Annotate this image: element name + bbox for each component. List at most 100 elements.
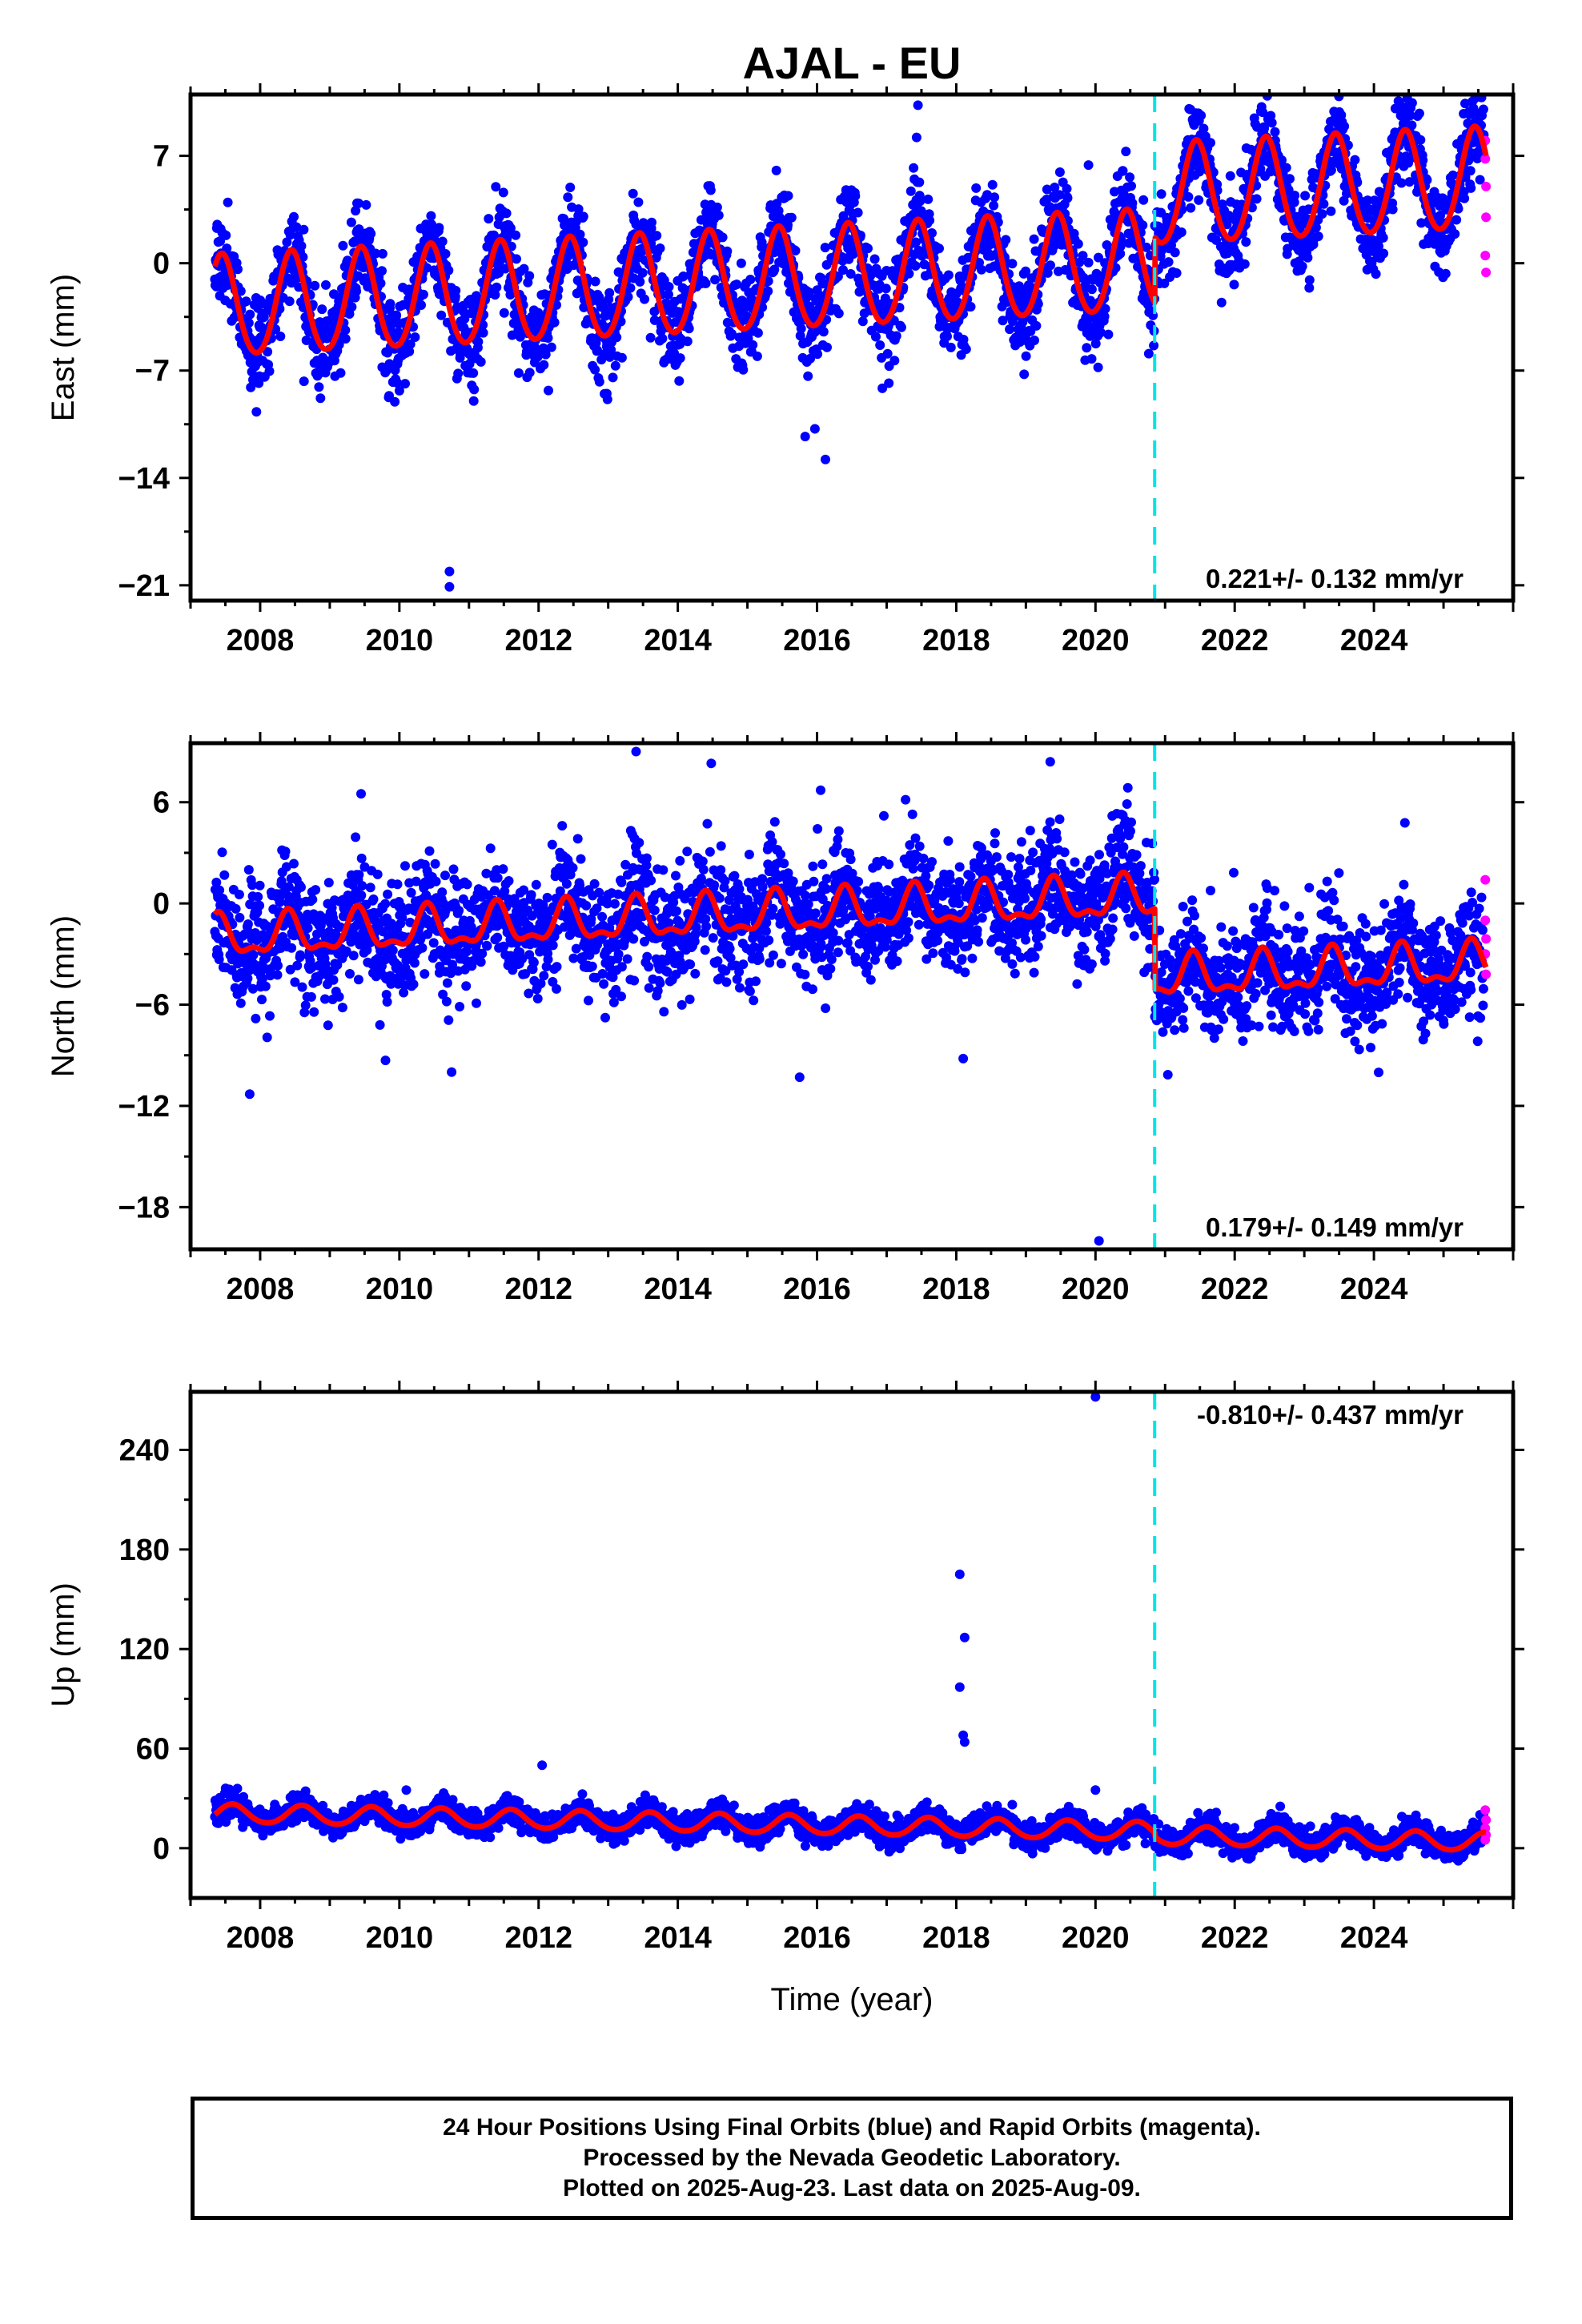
east-data-point (684, 324, 694, 334)
north-data-point (348, 951, 359, 961)
north-data-point (526, 890, 536, 900)
east-data-point (289, 211, 299, 222)
north-data-point (745, 986, 755, 996)
north-data-point (309, 1007, 319, 1017)
east-data-point (1379, 248, 1389, 259)
east-data-point (905, 186, 916, 196)
east-outlier-point (601, 388, 612, 399)
east-data-point (1270, 127, 1280, 137)
east-data-point (848, 249, 858, 259)
north-data-point (682, 846, 693, 857)
east-data-point (563, 192, 573, 203)
east-data-point (1082, 343, 1092, 353)
north-data-point (215, 885, 225, 895)
east-data-point (1115, 248, 1126, 259)
east-data-point (476, 356, 486, 367)
north-data-point (243, 973, 253, 983)
east-data-point (1078, 251, 1088, 261)
north-data-point (776, 959, 786, 969)
east-data-point (783, 220, 793, 230)
east-data-point (727, 328, 737, 339)
north-data-point (713, 956, 723, 967)
east-data-point (243, 318, 254, 328)
east-data-point (1311, 223, 1321, 233)
east-data-point (347, 302, 357, 312)
east-data-point (753, 328, 763, 338)
east-data-point (1396, 178, 1407, 188)
east-data-point (640, 294, 649, 304)
east-data-point (468, 396, 479, 406)
east-data-point (1042, 184, 1052, 195)
north-data-point (442, 978, 452, 988)
east-data-point (1086, 284, 1097, 295)
east-data-point (674, 376, 685, 386)
east-data-point (444, 265, 454, 275)
east-data-point (346, 217, 356, 227)
east-data-point (484, 214, 494, 224)
east-data-point (1352, 177, 1363, 187)
east-data-point (478, 328, 488, 338)
north-data-point (265, 1011, 275, 1021)
east-data-point (1186, 203, 1196, 213)
east-data-point (713, 210, 724, 220)
east-data-point (392, 378, 402, 388)
east-data-point (524, 368, 535, 378)
east-outlier-point (444, 581, 455, 592)
east-data-point (519, 263, 529, 274)
north-data-point (557, 821, 568, 831)
east-rapid-point (1480, 154, 1491, 164)
east-data-point (877, 383, 888, 393)
east-data-point (291, 222, 302, 232)
north-data-point (572, 834, 583, 844)
east-data-point (628, 188, 638, 199)
north-data-point (280, 846, 291, 857)
east-data-point (351, 286, 362, 296)
east-data-point (426, 211, 436, 221)
east-data-point (657, 333, 668, 344)
east-data-point (573, 204, 584, 215)
east-data-point (961, 344, 971, 354)
north-data-point (779, 858, 789, 869)
east-data-point (1289, 197, 1299, 207)
east-data-point (1103, 329, 1114, 340)
east-data-point (803, 371, 813, 381)
east-data-point (671, 317, 681, 328)
north-data-point (328, 975, 339, 985)
east-data-point (1042, 267, 1053, 278)
east-data-point (513, 368, 524, 378)
east-data-point (1216, 297, 1227, 308)
east-data-point (1183, 191, 1194, 202)
north-data-point (644, 962, 654, 972)
north-data-point (387, 945, 398, 955)
east-data-point (1100, 304, 1110, 314)
north-data-point (420, 969, 430, 979)
east-data-point (855, 278, 865, 288)
north-data-point (455, 1002, 465, 1011)
north-data-point (662, 967, 673, 977)
east-data-point (705, 185, 716, 195)
north-data-point (613, 949, 624, 959)
east-data-point (745, 275, 756, 284)
north-data-point (428, 938, 439, 948)
east-data-point (1339, 195, 1349, 206)
east-data-point (418, 289, 428, 300)
east-data-point (982, 190, 992, 200)
east-data-point (1054, 190, 1065, 200)
east-data-point (1285, 174, 1295, 184)
east-data-point (1095, 328, 1106, 338)
east-data-point (1350, 155, 1360, 165)
north-data-point (744, 850, 754, 859)
east-data-point (966, 302, 976, 312)
east-data-point (1418, 155, 1428, 165)
north-data-point (644, 983, 654, 993)
north-data-point (716, 865, 726, 875)
north-data-point (628, 934, 639, 944)
east-data-point (422, 263, 432, 273)
east-data-point (575, 229, 585, 239)
east-data-point (1199, 123, 1209, 134)
east-data-point (505, 223, 516, 233)
east-data-point (881, 283, 891, 294)
east-data-point (869, 254, 880, 264)
east-data-point (353, 198, 363, 208)
north-data-point (408, 979, 419, 990)
